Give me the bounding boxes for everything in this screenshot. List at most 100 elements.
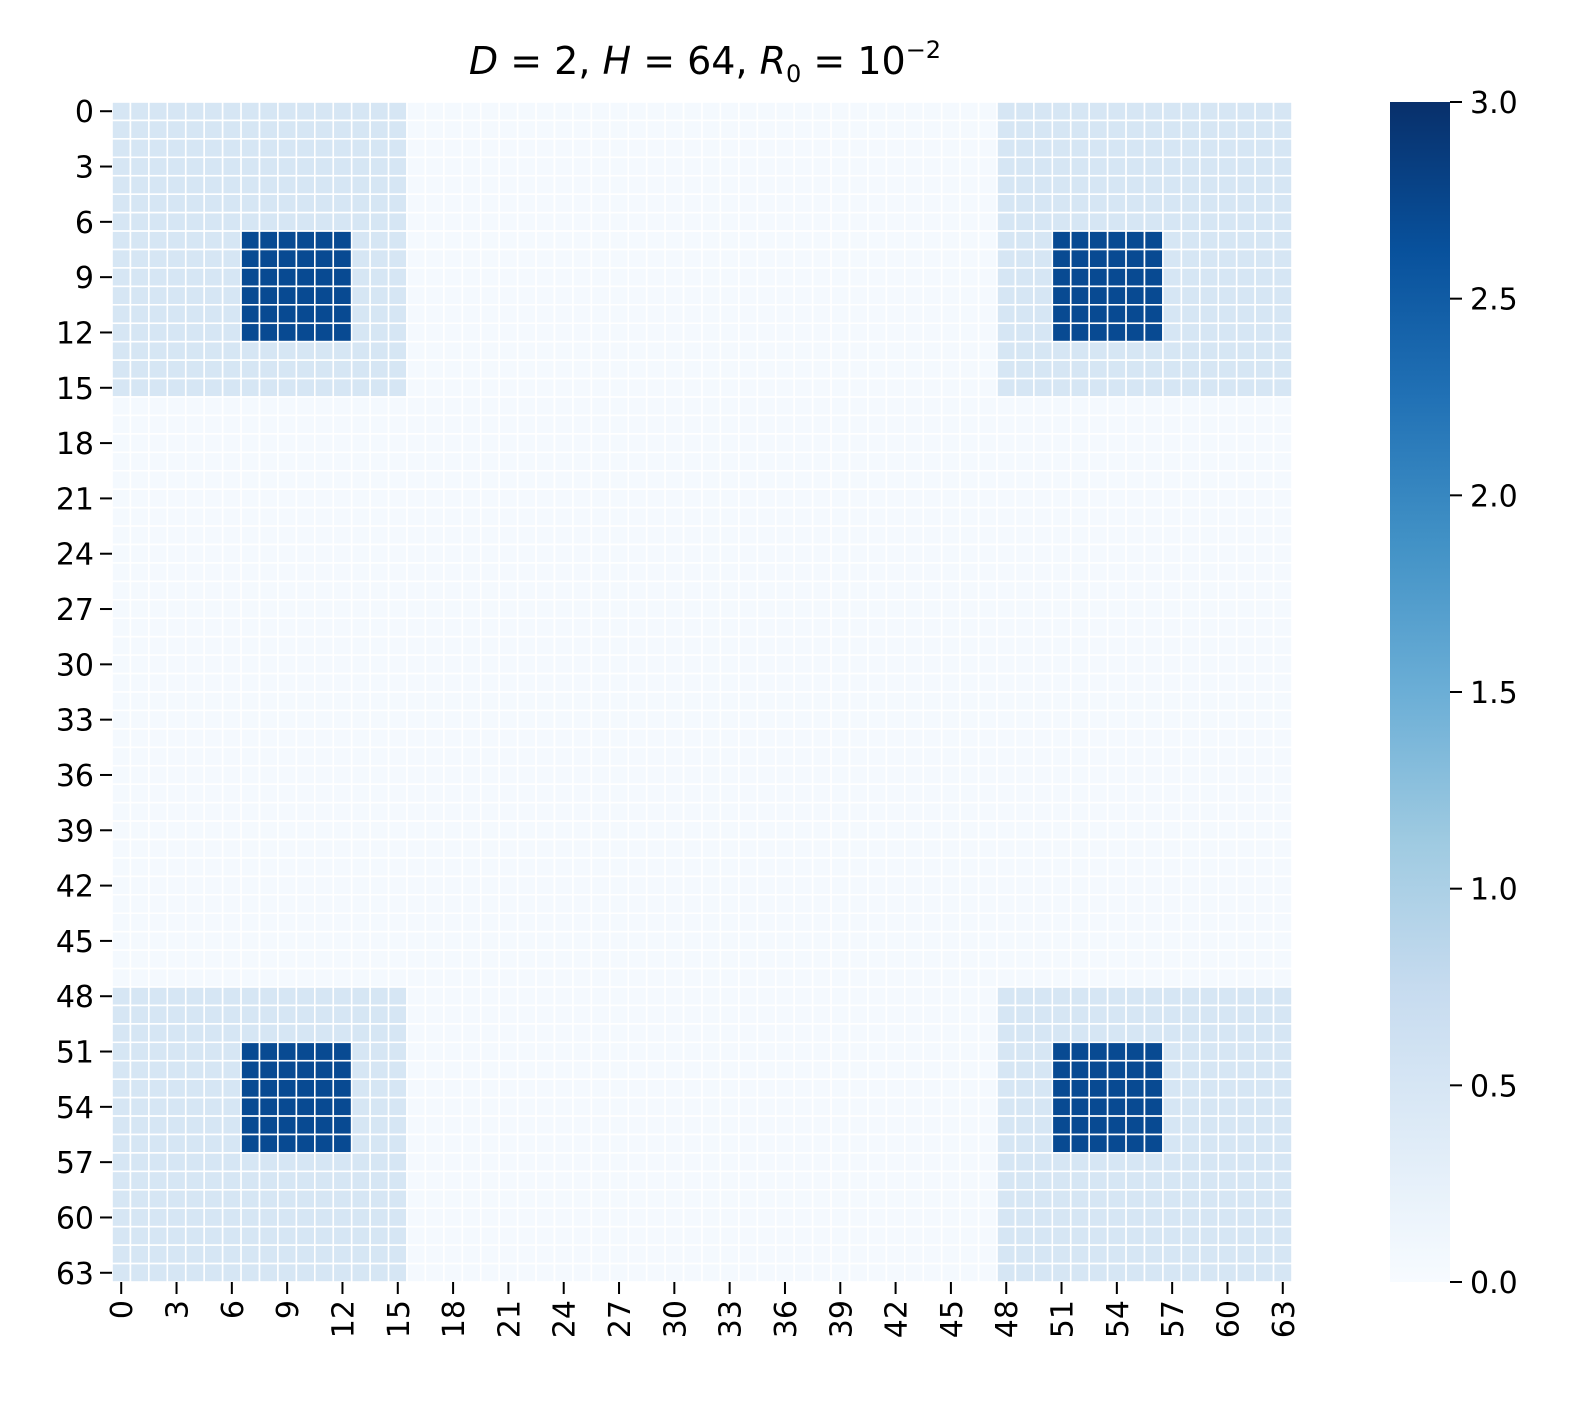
heatmap-cell: [830, 304, 851, 325]
heatmap-cell: [996, 1096, 1017, 1117]
heatmap-cell: [774, 1041, 795, 1062]
heatmap-cell: [1162, 1004, 1183, 1025]
heatmap-cell: [314, 986, 335, 1007]
heatmap-cell: [922, 1133, 943, 1154]
heatmap-cell: [129, 654, 150, 675]
heatmap-cell: [682, 211, 703, 232]
heatmap-cell: [258, 174, 279, 195]
heatmap-cell: [516, 340, 537, 361]
heatmap-cell: [277, 599, 298, 620]
heatmap-cell: [738, 525, 759, 546]
heatmap-cell: [166, 562, 187, 583]
heatmap-cell: [1014, 654, 1035, 675]
heatmap-cell: [553, 949, 574, 970]
heatmap-cell: [756, 543, 777, 564]
heatmap-cell: [867, 267, 888, 288]
heatmap-cell: [738, 635, 759, 656]
heatmap-cell: [701, 156, 722, 177]
heatmap-cell: [1106, 469, 1127, 490]
heatmap-cell: [756, 691, 777, 712]
heatmap-cell: [369, 322, 390, 343]
heatmap-cell: [922, 691, 943, 712]
heatmap-cell: [221, 119, 242, 140]
heatmap-cell: [184, 783, 205, 804]
heatmap-cell: [1180, 820, 1201, 841]
heatmap-cell: [350, 875, 371, 896]
heatmap-cell: [424, 340, 445, 361]
heatmap-cell: [1106, 1152, 1127, 1173]
heatmap-cell: [1106, 709, 1127, 730]
heatmap-cell: [166, 617, 187, 638]
heatmap-cell: [848, 691, 869, 712]
x-tick-label: 45: [935, 1300, 970, 1338]
heatmap-cell: [793, 525, 814, 546]
heatmap-cell: [940, 414, 961, 435]
heatmap-cell: [1088, 820, 1109, 841]
heatmap-cell: [1180, 285, 1201, 306]
heatmap-cell: [221, 377, 242, 398]
heatmap-cell: [572, 1096, 593, 1117]
heatmap-cell: [111, 691, 132, 712]
heatmap-cell: [977, 617, 998, 638]
heatmap-cell: [498, 377, 519, 398]
heatmap-cell: [387, 1041, 408, 1062]
heatmap-cell: [1180, 119, 1201, 140]
heatmap-cell: [774, 562, 795, 583]
heatmap-cell: [516, 488, 537, 509]
heatmap-cell: [1162, 967, 1183, 988]
heatmap-cell: [221, 359, 242, 380]
heatmap-cell: [1088, 635, 1109, 656]
heatmap-cell: [240, 599, 261, 620]
heatmap-cell: [443, 1096, 464, 1117]
heatmap-cell: [977, 506, 998, 527]
heatmap-cell: [609, 1004, 630, 1025]
heatmap-cell: [1069, 986, 1090, 1007]
heatmap-cell: [977, 1096, 998, 1117]
heatmap-cell: [738, 1133, 759, 1154]
heatmap-cell: [443, 469, 464, 490]
heatmap-cell: [904, 1078, 925, 1099]
heatmap-cell: [443, 340, 464, 361]
heatmap-cell: [184, 1262, 205, 1283]
heatmap-cell: [701, 1244, 722, 1265]
heatmap-cell: [756, 322, 777, 343]
heatmap-cell: [1217, 451, 1238, 472]
heatmap-cell: [535, 525, 556, 546]
heatmap-cell: [1254, 838, 1275, 859]
heatmap-cell: [590, 617, 611, 638]
heatmap-cell: [719, 377, 740, 398]
heatmap-cell: [922, 1152, 943, 1173]
heatmap-cell: [756, 469, 777, 490]
heatmap-cell: [1106, 340, 1127, 361]
heatmap-cell: [350, 691, 371, 712]
heatmap-cell: [1180, 672, 1201, 693]
heatmap-cell: [1217, 1078, 1238, 1099]
heatmap-cell: [1235, 562, 1256, 583]
heatmap-cell: [885, 894, 906, 915]
heatmap-cell: [922, 506, 943, 527]
heatmap-cell: [369, 930, 390, 951]
heatmap-cell: [645, 1189, 666, 1210]
heatmap-cell: [996, 654, 1017, 675]
heatmap-cell: [1143, 1096, 1164, 1117]
heatmap-cell: [1235, 543, 1256, 564]
heatmap-cell: [203, 211, 224, 232]
heatmap-cell: [406, 562, 427, 583]
heatmap-cell: [1254, 340, 1275, 361]
heatmap-cell: [129, 728, 150, 749]
heatmap-cell: [627, 396, 648, 417]
heatmap-cell: [867, 101, 888, 122]
heatmap-cell: [1199, 746, 1220, 767]
heatmap-cell: [369, 1225, 390, 1246]
heatmap-cell: [129, 1262, 150, 1283]
heatmap-cell: [590, 875, 611, 896]
heatmap-cell: [277, 1207, 298, 1228]
heatmap-cell: [387, 654, 408, 675]
heatmap-cell: [461, 119, 482, 140]
heatmap-cell: [332, 728, 353, 749]
heatmap-cell: [221, 709, 242, 730]
heatmap-cell: [1106, 1059, 1127, 1080]
heatmap-cell: [959, 340, 980, 361]
heatmap-cell: [867, 1189, 888, 1210]
heatmap-cell: [682, 359, 703, 380]
